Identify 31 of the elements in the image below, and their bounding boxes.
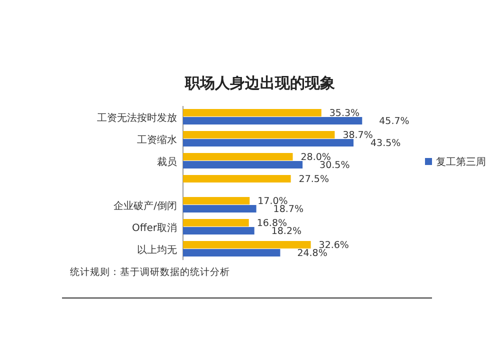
bar <box>183 161 303 168</box>
data-label: 30.5% <box>320 160 350 171</box>
y-tick-label: 工资无法按时发放 <box>97 112 177 124</box>
data-label: 45.7% <box>379 116 410 127</box>
data-label: 35.3% <box>329 108 360 119</box>
bar <box>183 197 250 204</box>
bar <box>183 153 293 160</box>
data-label: 18.7% <box>273 204 304 215</box>
y-tick-label: 企业破产/倒闭 <box>114 200 177 212</box>
bar <box>183 249 280 256</box>
bar <box>183 117 362 124</box>
bar <box>183 227 254 234</box>
chart-title: 职场人身边出现的现象 <box>184 74 335 92</box>
y-tick-label: 以上均无 <box>137 244 177 256</box>
data-label: 27.5% <box>298 174 329 185</box>
y-tick-label: Offer取消 <box>132 222 177 234</box>
bar <box>183 131 335 138</box>
bar <box>183 139 354 146</box>
bar <box>183 175 291 182</box>
bar <box>183 205 256 212</box>
bar <box>183 219 249 226</box>
y-tick-label: 工资缩水 <box>137 134 177 146</box>
legend-label: 复工第三周 <box>436 156 486 168</box>
data-label: 38.7% <box>342 130 373 141</box>
data-label: 24.8% <box>297 248 328 259</box>
text: 统计规则：基于调研数据的统计分析 <box>70 266 230 278</box>
data-label: 43.5% <box>370 138 401 149</box>
data-label: 18.2% <box>271 226 302 237</box>
bar <box>183 241 311 248</box>
y-tick-label: 裁员 <box>157 156 177 168</box>
bar <box>183 109 322 116</box>
